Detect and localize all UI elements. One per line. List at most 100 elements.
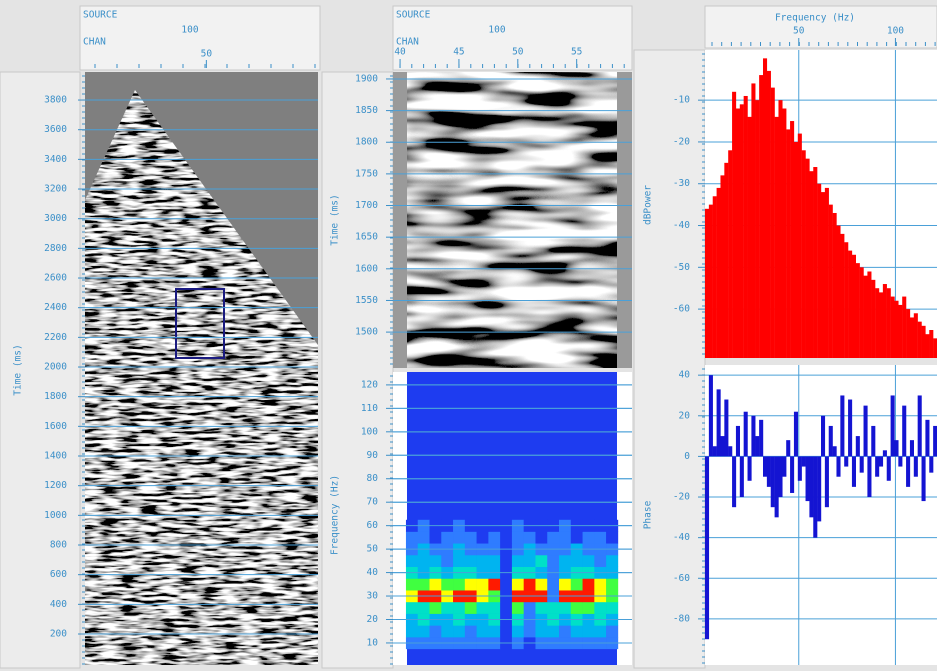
y-tick-label: 800 bbox=[50, 540, 67, 551]
y-tick-label: 3000 bbox=[44, 213, 67, 224]
bar bbox=[856, 263, 860, 358]
bar bbox=[709, 205, 713, 358]
x-tick-label: 40 bbox=[394, 47, 406, 58]
bar bbox=[724, 163, 728, 358]
y-tick-label: 20 bbox=[367, 614, 379, 625]
bar bbox=[933, 338, 937, 358]
bar bbox=[891, 395, 895, 456]
y-tick-label: 1850 bbox=[355, 105, 378, 116]
bar bbox=[751, 83, 755, 358]
bar bbox=[906, 309, 910, 358]
heat-cell bbox=[583, 578, 595, 590]
bar bbox=[786, 440, 790, 456]
heat-cell bbox=[606, 625, 618, 637]
heat-cell bbox=[465, 578, 477, 590]
bar bbox=[875, 456, 879, 476]
heat-cell bbox=[477, 578, 489, 590]
bar bbox=[713, 446, 717, 456]
heat-cell bbox=[488, 625, 500, 637]
heat-cell bbox=[512, 625, 524, 637]
y-tick-label: 2400 bbox=[44, 302, 67, 313]
heat-cell bbox=[606, 532, 618, 544]
y-tick-label: 70 bbox=[367, 497, 379, 508]
bar bbox=[782, 109, 786, 358]
heat-cell bbox=[429, 602, 441, 614]
bar bbox=[775, 117, 779, 358]
heat-cell bbox=[606, 555, 618, 567]
bar bbox=[744, 96, 748, 358]
bar bbox=[840, 234, 844, 358]
heat-cell bbox=[406, 532, 418, 544]
heat-cell bbox=[406, 578, 418, 590]
bar bbox=[844, 456, 848, 466]
y-tick-label: -60 bbox=[673, 573, 690, 584]
y-tick-label: 1600 bbox=[44, 421, 67, 432]
bar bbox=[894, 301, 898, 358]
x-tick-label: 55 bbox=[571, 47, 582, 58]
bar bbox=[898, 456, 902, 466]
heat-cell bbox=[429, 555, 441, 567]
bar bbox=[933, 426, 937, 456]
bar bbox=[929, 330, 933, 358]
bar bbox=[717, 188, 721, 358]
bar bbox=[833, 213, 837, 358]
heat-cell bbox=[559, 602, 571, 614]
y-tick-label: 90 bbox=[367, 450, 379, 461]
y-tick-label: 2800 bbox=[44, 243, 67, 254]
bar bbox=[759, 75, 763, 358]
heat-cell bbox=[535, 555, 547, 567]
y-tick-label: 120 bbox=[361, 379, 378, 390]
y-tick-label: -40 bbox=[673, 532, 690, 543]
bar bbox=[852, 255, 856, 358]
y-tick-label: 10 bbox=[367, 637, 379, 648]
heat-cell bbox=[465, 625, 477, 637]
heat-cell bbox=[547, 578, 559, 590]
heat-cell bbox=[488, 602, 500, 614]
bar bbox=[732, 456, 736, 507]
y-tick-label: -40 bbox=[673, 220, 690, 231]
heat-cell bbox=[418, 532, 430, 544]
bar bbox=[728, 150, 732, 358]
y-tick-label: 1600 bbox=[355, 263, 378, 274]
x-tick-label: 50 bbox=[512, 47, 524, 58]
screen: SOURCE CHAN 100 SOURCE CHAN 100 Frequenc… bbox=[0, 0, 937, 671]
heat-cell bbox=[453, 578, 465, 590]
bar bbox=[736, 426, 740, 456]
bar bbox=[798, 456, 802, 480]
heat-cell bbox=[559, 532, 571, 544]
y-tick-label: 50 bbox=[367, 544, 379, 555]
bar bbox=[833, 446, 837, 456]
heat-cell bbox=[594, 602, 606, 614]
bar bbox=[813, 456, 817, 537]
bar bbox=[740, 104, 744, 358]
bar bbox=[709, 375, 713, 456]
bar bbox=[914, 456, 918, 476]
heat-cell bbox=[418, 602, 430, 614]
y-tick-label: 80 bbox=[367, 473, 379, 484]
heat-cell bbox=[535, 532, 547, 544]
y-tick-label: 1900 bbox=[355, 73, 378, 84]
y-tick-label: 40 bbox=[679, 370, 691, 381]
bar bbox=[844, 242, 848, 358]
heat-cell bbox=[453, 602, 465, 614]
y-tick-label: 1400 bbox=[44, 451, 67, 462]
y-tick-label: -30 bbox=[673, 178, 690, 189]
heat-cell bbox=[429, 578, 441, 590]
bar bbox=[925, 420, 929, 457]
y-tick-label: 3200 bbox=[44, 184, 67, 195]
bar bbox=[902, 406, 906, 457]
y-tick-label: 3400 bbox=[44, 154, 67, 165]
y-tick-label: 2000 bbox=[44, 362, 67, 373]
heat-cell bbox=[594, 578, 606, 590]
x-tick-label: 45 bbox=[453, 47, 464, 58]
bar bbox=[817, 456, 821, 521]
bar bbox=[713, 196, 717, 358]
heat-cell bbox=[512, 578, 524, 590]
y-tick-label: -50 bbox=[673, 262, 690, 273]
heat-cell bbox=[453, 625, 465, 637]
heat-cell bbox=[594, 555, 606, 567]
heat-cell bbox=[441, 578, 453, 590]
y-tick-label: 3600 bbox=[44, 124, 67, 135]
bar bbox=[910, 317, 914, 358]
bar bbox=[786, 129, 790, 358]
